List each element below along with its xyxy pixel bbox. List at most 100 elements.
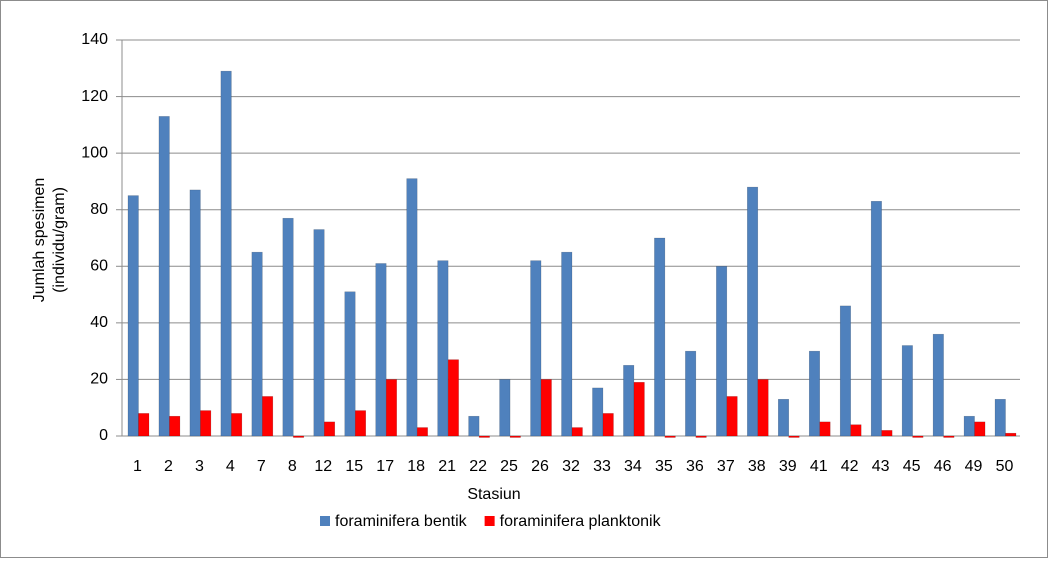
bar	[695, 435, 707, 438]
x-tick-label: 2	[164, 458, 173, 475]
x-tick-label: 7	[257, 458, 266, 475]
y-axis-title-line: (individu/gram)	[51, 187, 68, 293]
bar	[282, 217, 294, 437]
bar	[158, 116, 170, 437]
x-tick-label: 21	[438, 458, 456, 475]
x-tick-label: 32	[562, 458, 580, 475]
x-tick-label: 41	[810, 458, 828, 475]
x-tick-label: 33	[593, 458, 611, 475]
x-tick-label: 50	[996, 458, 1014, 475]
x-tick-label: 42	[841, 458, 859, 475]
x-tick-label: 39	[779, 458, 797, 475]
bar	[324, 421, 336, 437]
y-tick-label: 120	[81, 88, 108, 105]
bar	[788, 435, 800, 438]
y-tick-label: 80	[90, 201, 108, 218]
x-tick-label: 37	[717, 458, 735, 475]
bar	[974, 421, 986, 437]
x-tick-label: 34	[624, 458, 642, 475]
y-axis-title-line: Jumlah spesimen	[31, 178, 48, 303]
y-tick-label: 100	[81, 144, 108, 161]
bar	[375, 263, 387, 437]
bar	[757, 379, 769, 437]
bar	[354, 410, 366, 437]
x-tick-label: 46	[934, 458, 952, 475]
x-tick-label: 18	[407, 458, 425, 475]
x-tick-label: 3	[195, 458, 204, 475]
bar	[561, 251, 573, 437]
bar	[540, 379, 552, 437]
x-tick-label: 35	[655, 458, 673, 475]
legend-label: foraminifera planktonik	[500, 513, 662, 530]
legend-label: foraminifera bentik	[335, 513, 468, 530]
x-tick-label: 1	[133, 458, 142, 475]
bar	[716, 266, 728, 437]
bar	[994, 398, 1006, 437]
bar	[881, 430, 893, 437]
bar	[1005, 432, 1017, 437]
bar	[747, 186, 759, 437]
bar	[478, 435, 490, 438]
bar	[169, 415, 181, 437]
bar	[839, 305, 851, 437]
x-tick-label: 36	[686, 458, 704, 475]
x-tick-label: 49	[965, 458, 983, 475]
bar	[231, 413, 243, 437]
bar	[499, 379, 511, 437]
bar	[530, 260, 542, 437]
bar	[138, 413, 150, 437]
bar	[509, 435, 521, 438]
bar	[943, 435, 955, 438]
bar	[633, 382, 645, 437]
x-axis-title: Stasiun	[467, 486, 520, 503]
bar	[262, 396, 274, 437]
y-tick-label: 40	[90, 314, 108, 331]
bar	[602, 413, 614, 437]
bar	[220, 70, 232, 437]
bar	[850, 424, 862, 437]
x-tick-label: 12	[314, 458, 332, 475]
bar	[293, 435, 305, 438]
x-tick-label: 4	[226, 458, 235, 475]
bar	[664, 435, 676, 438]
bar	[385, 379, 397, 437]
bar	[437, 260, 449, 437]
bar	[313, 229, 325, 437]
x-tick-label: 26	[531, 458, 549, 475]
bar	[912, 435, 924, 438]
x-tick-label: 22	[469, 458, 487, 475]
x-tick-label: 43	[872, 458, 890, 475]
x-tick-label: 38	[748, 458, 766, 475]
bar	[447, 359, 459, 437]
bar	[901, 345, 913, 437]
y-axis-title: Jumlah spesimen (individu/gram)	[31, 178, 68, 303]
bar	[468, 415, 480, 437]
bar	[189, 189, 201, 437]
bar	[623, 365, 635, 437]
bar	[406, 178, 418, 437]
bar	[416, 427, 428, 437]
bar	[571, 427, 583, 437]
bar	[726, 396, 738, 437]
x-tick-label: 25	[500, 458, 518, 475]
legend-swatch	[320, 516, 330, 526]
bar	[932, 333, 944, 437]
y-tick-label: 140	[81, 31, 108, 48]
bar	[963, 415, 975, 437]
y-tick-label: 20	[90, 371, 108, 388]
bar	[654, 237, 666, 437]
x-tick-label: 15	[345, 458, 363, 475]
bar	[592, 387, 604, 437]
bar	[808, 350, 820, 437]
y-tick-label: 60	[90, 258, 108, 275]
bar	[251, 251, 263, 437]
bar	[778, 398, 790, 437]
x-tick-label: 45	[903, 458, 921, 475]
x-tick-label: 8	[288, 458, 297, 475]
x-tick-label: 17	[376, 458, 394, 475]
bar	[200, 410, 212, 437]
bar	[685, 350, 697, 437]
bar	[870, 200, 882, 437]
